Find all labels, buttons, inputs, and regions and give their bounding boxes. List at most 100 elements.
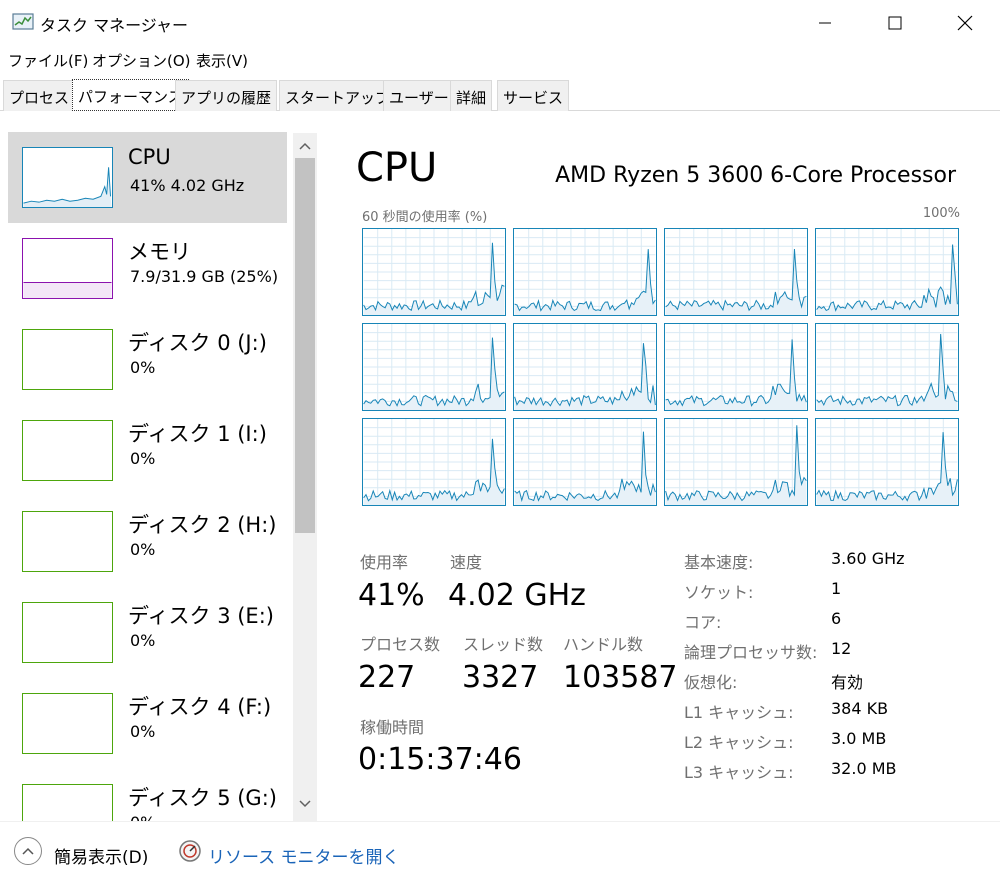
threads-value: 3327 xyxy=(462,660,539,695)
close-button[interactable] xyxy=(930,0,1000,46)
resource-sub: 7.9/31.9 GB (25%) xyxy=(130,267,279,286)
spec-key: L1 キャッシュ: xyxy=(684,703,794,722)
cpu-thumbnail-graph xyxy=(22,147,113,208)
spec-key: コア: xyxy=(684,613,722,632)
logical-processor-graphs xyxy=(362,228,960,508)
task-manager-icon xyxy=(12,13,34,30)
graph-label: 60 秒間の使用率 (%) xyxy=(362,210,488,225)
disk-thumbnail-graph xyxy=(22,602,113,663)
close-icon xyxy=(957,15,973,31)
logical-processor-graph xyxy=(513,228,657,316)
minimize-button[interactable] xyxy=(790,0,860,46)
simple-view-link[interactable]: 簡易表示(D) xyxy=(54,848,149,868)
threads-label: スレッド数 xyxy=(463,635,544,654)
uptime-label: 稼働時間 xyxy=(360,718,425,737)
spec-value: 有効 xyxy=(831,673,864,692)
resource-item-disk-3[interactable]: ディスク 3 (E:) 0% xyxy=(8,587,287,678)
disk-thumbnail-graph xyxy=(22,420,113,481)
tab-startup[interactable]: スタートアップ xyxy=(279,80,397,111)
spec-value: 6 xyxy=(831,609,842,628)
logical-processor-graph xyxy=(664,228,808,316)
minimize-icon xyxy=(819,22,831,24)
spec-row: L2 キャッシュ: 3.0 MB xyxy=(684,729,984,759)
resource-name: ディスク 0 (J:) xyxy=(128,331,267,355)
tab-app-history[interactable]: アプリの履歴 xyxy=(175,80,278,111)
resource-item-cpu[interactable]: CPU 41% 4.02 GHz xyxy=(8,132,287,223)
spec-key: 仮想化: xyxy=(684,673,738,692)
resource-monitor-icon xyxy=(179,840,201,862)
memory-thumbnail-graph xyxy=(22,238,113,299)
spec-row: L3 キャッシュ: 32.0 MB xyxy=(684,759,984,789)
scroll-down-button[interactable] xyxy=(293,793,317,815)
spec-value: 3.60 GHz xyxy=(831,549,905,568)
footer-bar: 簡易表示(D) リソース モニターを開く xyxy=(0,821,1000,890)
disk-thumbnail-graph xyxy=(22,329,113,390)
resource-item-disk-4[interactable]: ディスク 4 (F:) 0% xyxy=(8,678,287,769)
resource-item-disk-2[interactable]: ディスク 2 (H:) 0% xyxy=(8,496,287,587)
menu-view[interactable]: 表示(V) xyxy=(196,52,248,70)
speed-value: 4.02 GHz xyxy=(448,578,586,613)
usage-label: 使用率 xyxy=(360,553,409,572)
menu-file[interactable]: ファイル(F) xyxy=(8,52,89,70)
spec-value: 1 xyxy=(831,579,842,598)
resource-item-memory[interactable]: メモリ 7.9/31.9 GB (25%) xyxy=(8,223,287,314)
resource-item-disk-0[interactable]: ディスク 0 (J:) 0% xyxy=(8,314,287,405)
open-resource-monitor-link[interactable]: リソース モニターを開く xyxy=(208,848,400,868)
spec-row: 基本速度: 3.60 GHz xyxy=(684,549,984,579)
speed-label: 速度 xyxy=(450,553,483,572)
logical-processor-graph xyxy=(664,323,808,411)
spec-row: ソケット: 1 xyxy=(684,579,984,609)
menu-options[interactable]: オプション(O) xyxy=(92,52,191,70)
resource-name: ディスク 4 (F:) xyxy=(128,695,272,719)
resource-name: ディスク 2 (H:) xyxy=(128,513,277,537)
resource-sub: 0% xyxy=(130,813,155,821)
logical-processor-graph xyxy=(362,323,506,411)
logical-processor-graph xyxy=(513,418,657,506)
logical-processor-graph xyxy=(362,418,506,506)
resource-sub: 0% xyxy=(130,722,156,741)
disk-thumbnail-graph xyxy=(22,511,113,572)
collapse-button[interactable] xyxy=(14,837,42,865)
scroll-up-button[interactable] xyxy=(293,135,317,157)
tab-services[interactable]: サービス xyxy=(497,80,570,111)
maximize-button[interactable] xyxy=(860,0,930,46)
logical-processor-graph xyxy=(362,228,506,316)
disk-thumbnail-graph xyxy=(22,693,113,754)
spec-row: コア: 6 xyxy=(684,609,984,639)
resource-name: ディスク 5 (G:) xyxy=(128,786,277,810)
menu-bar: ファイル(F) オプション(O) 表示(V) xyxy=(0,46,1000,74)
logical-processor-graph xyxy=(815,418,959,506)
tab-performance[interactable]: パフォーマンス xyxy=(72,79,189,111)
spec-key: 論理プロセッサ数: xyxy=(684,643,818,662)
title-bar[interactable]: タスク マネージャー xyxy=(0,0,1000,46)
resource-sub: 0% xyxy=(130,631,156,650)
resource-name: CPU xyxy=(128,145,171,169)
tab-bar: プロセス パフォーマンス アプリの履歴 スタートアップ ユーザー 詳細 サービス xyxy=(0,79,1000,111)
resource-list-scrollbar[interactable] xyxy=(293,133,317,821)
scroll-thumb[interactable] xyxy=(295,158,315,533)
resource-item-disk-5[interactable]: ディスク 5 (G:) 0% xyxy=(8,769,287,821)
spec-key: ソケット: xyxy=(684,583,754,602)
chevron-up-icon xyxy=(299,142,311,150)
resource-sub: 0% xyxy=(130,358,156,377)
disk-thumbnail-graph xyxy=(22,784,113,821)
cpu-title: CPU xyxy=(356,145,438,191)
tab-details[interactable]: 詳細 xyxy=(450,80,493,111)
spec-key: 基本速度: xyxy=(684,553,754,572)
tab-processes[interactable]: プロセス xyxy=(3,80,76,111)
spec-row: 論理プロセッサ数: 12 xyxy=(684,639,984,669)
spec-key: L3 キャッシュ: xyxy=(684,763,794,782)
tab-users[interactable]: ユーザー xyxy=(383,80,455,111)
cpu-detail-panel: CPU AMD Ryzen 5 3600 6-Core Processor 60… xyxy=(320,111,1000,821)
resource-item-disk-1[interactable]: ディスク 1 (I:) 0% xyxy=(8,405,287,496)
resource-name: メモリ xyxy=(128,240,191,264)
spec-value: 384 KB xyxy=(831,699,889,718)
resource-name: ディスク 3 (E:) xyxy=(128,604,274,628)
spec-row: 仮想化: 有効 xyxy=(684,669,984,699)
resource-sub: 0% xyxy=(130,449,156,468)
logical-processor-graph xyxy=(815,323,959,411)
uptime-value: 0:15:37:46 xyxy=(358,742,522,777)
logical-processor-graph xyxy=(664,418,808,506)
spec-key: L2 キャッシュ: xyxy=(684,733,794,752)
usage-value: 41% xyxy=(358,578,425,613)
